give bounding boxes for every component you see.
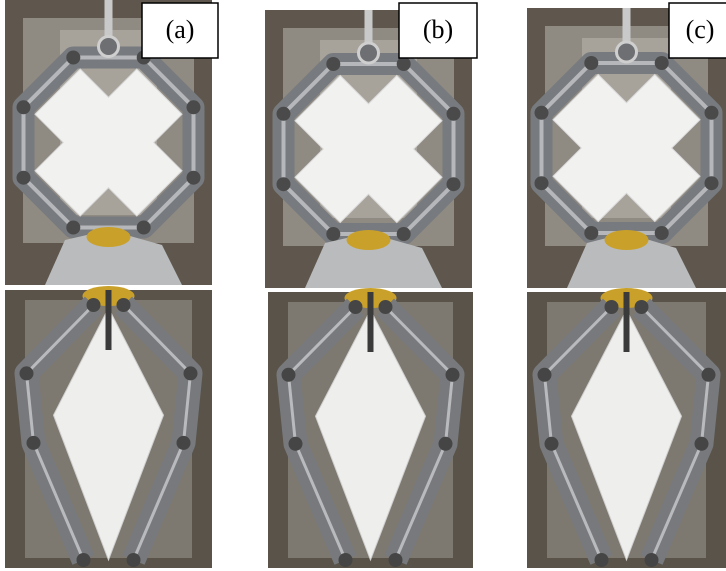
pin: [184, 366, 198, 380]
pin: [645, 553, 659, 567]
pin: [186, 171, 200, 185]
rod: [368, 292, 374, 352]
top-clamp: [99, 37, 119, 57]
pin: [704, 176, 718, 190]
pin: [655, 56, 669, 70]
pin: [595, 553, 609, 567]
pin: [389, 553, 403, 567]
pin: [137, 220, 151, 234]
pin: [66, 51, 80, 65]
yellow-fixture: [605, 230, 649, 250]
rod: [624, 292, 630, 352]
photo-bottom: [5, 286, 212, 568]
pin: [77, 553, 91, 567]
pin: [635, 300, 649, 314]
pin: [277, 177, 291, 191]
pin: [605, 300, 619, 314]
photo-bottom: [268, 288, 473, 568]
pin: [186, 100, 200, 114]
pin: [127, 553, 141, 567]
pin: [446, 368, 460, 382]
photos: [5, 0, 726, 568]
photo-bottom: [527, 288, 726, 568]
pin: [446, 107, 460, 121]
panel-label: (a): [166, 15, 195, 44]
pin: [177, 436, 191, 450]
pin: [702, 368, 716, 382]
pin: [584, 226, 598, 240]
pin: [326, 227, 340, 241]
pin: [117, 298, 131, 312]
panel-label: (c): [686, 15, 715, 44]
pin: [584, 56, 598, 70]
pin: [695, 437, 709, 451]
pin: [535, 176, 549, 190]
pin: [397, 57, 411, 71]
pin: [446, 177, 460, 191]
pin: [397, 227, 411, 241]
pin: [655, 226, 669, 240]
panel-label: (b): [423, 15, 453, 44]
top-clamp: [617, 42, 637, 62]
pin: [277, 107, 291, 121]
pin: [282, 368, 296, 382]
pin: [289, 437, 303, 451]
pin: [379, 300, 393, 314]
label-a: (a): [142, 3, 218, 58]
pin: [20, 366, 34, 380]
yellow-fixture: [347, 230, 391, 250]
pin: [87, 298, 101, 312]
pin: [349, 300, 363, 314]
rod: [106, 290, 112, 350]
pin: [704, 106, 718, 120]
pin: [439, 437, 453, 451]
pin: [545, 437, 559, 451]
label-b: (b): [399, 3, 477, 58]
top-clamp: [359, 43, 379, 63]
pin: [17, 100, 31, 114]
label-c: (c): [669, 3, 726, 58]
pin: [339, 553, 353, 567]
pin: [535, 106, 549, 120]
pin: [538, 368, 552, 382]
pin: [326, 57, 340, 71]
pin: [17, 171, 31, 185]
yellow-fixture: [87, 227, 131, 247]
pin: [66, 220, 80, 234]
pin: [27, 436, 41, 450]
figure: (a) (b) (c): [0, 0, 726, 571]
